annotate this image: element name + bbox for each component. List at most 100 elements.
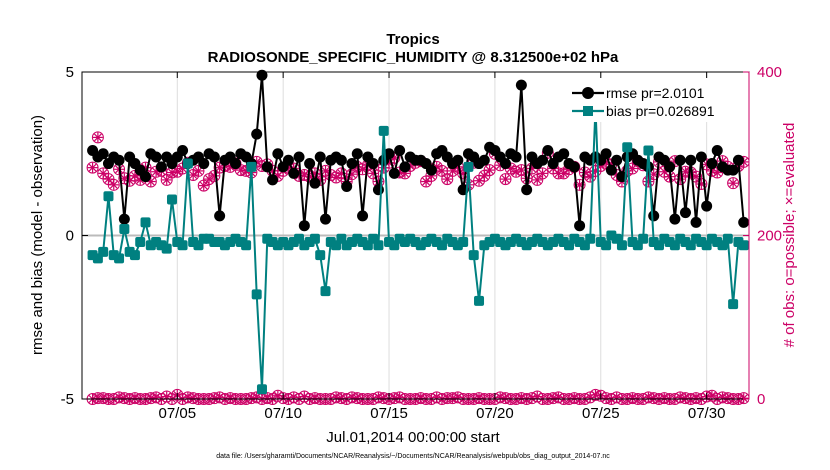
rmse-point (605, 164, 617, 176)
rmse-point (282, 154, 294, 166)
legend: rmse pr=2.0101 bias pr=0.026891 (572, 78, 730, 122)
rmse-point (314, 151, 326, 163)
obs-evaluated-point (193, 165, 204, 176)
rmse-point (600, 148, 612, 160)
obs-evaluated-point (331, 172, 342, 183)
obs-evaluated-point (204, 174, 215, 185)
rmse-point (198, 158, 210, 170)
obs-evaluated-point (532, 174, 543, 185)
bias-point (622, 142, 633, 153)
obs-evaluated-point (92, 132, 103, 143)
obs-evaluated-point (484, 165, 495, 176)
rmse-point (399, 161, 411, 173)
obs-possible-point (695, 177, 708, 190)
rmse-point (230, 158, 242, 170)
rmse-point (293, 151, 305, 163)
x-tick-label: 07/05 (159, 405, 197, 422)
obs-possible-point-low (737, 392, 749, 405)
bias-point (643, 145, 654, 156)
legend-bias-label: bias pr=0.026891 (606, 103, 715, 119)
obs-evaluated-point (161, 174, 172, 185)
obs-possible-point (91, 131, 104, 144)
chart-title: Tropics (386, 31, 439, 48)
obs-possible-point (192, 164, 205, 177)
x-axis-label: Jul.01,2014 00:00:00 start (326, 429, 500, 446)
bias-point (98, 246, 109, 257)
bias-point (135, 237, 146, 248)
rmse-point (357, 210, 369, 222)
rmse-point (510, 151, 522, 163)
obs-evaluated-point (675, 174, 686, 185)
rmse-point (388, 167, 400, 179)
ticks: 07/05 07/10 07/15 07/20 07/25 07/30 -5 0 5 0 200 40… (61, 64, 782, 422)
rmse-point (261, 161, 273, 173)
obs-possible-point (727, 177, 740, 190)
obs-evaluated-point (558, 168, 569, 179)
rmse-point (304, 158, 316, 170)
rmse-point (674, 154, 686, 166)
bias-point (728, 299, 739, 310)
rmse-point (706, 158, 718, 170)
obs-evaluated-point-low (738, 393, 749, 404)
bias-point (309, 233, 320, 244)
bias-point (140, 217, 151, 228)
rmse-point (669, 213, 681, 225)
rmse-point (558, 148, 570, 160)
bias-point (129, 250, 140, 261)
bias-point (468, 250, 479, 261)
rmse-point (701, 200, 713, 212)
chart-subtitle: RADIOSONDE_SPECIFIC_HUMIDITY @ 8.312500e… (208, 49, 619, 66)
y-right-tick-label: 200 (757, 228, 782, 245)
rmse-point (568, 161, 580, 173)
bias-point (256, 384, 267, 395)
obs-possible-point (499, 173, 512, 186)
bias-point (638, 233, 649, 244)
x-tick-label: 07/15 (370, 405, 408, 422)
rmse-point (478, 154, 490, 166)
bias-point (463, 161, 474, 172)
x-tick-label: 07/10 (264, 405, 302, 422)
bias-point (315, 250, 326, 261)
bias-point (474, 295, 485, 306)
rmse-point (335, 154, 347, 166)
rmse-point (685, 154, 697, 166)
rmse-point (251, 128, 263, 140)
bias-point (585, 233, 596, 244)
legend-rmse-label: rmse pr=2.0101 (606, 85, 705, 101)
bias-point (114, 253, 125, 264)
rmse-point (537, 154, 549, 166)
rmse-point (695, 151, 707, 163)
y-right-tick-label: 400 (757, 64, 782, 81)
rmse-point (648, 210, 660, 222)
obs-possible-point (107, 178, 120, 191)
rmse-point (97, 148, 109, 160)
rmse-point (515, 79, 527, 91)
obs-evaluated-point (108, 179, 119, 190)
y-axis-label: rmse and bias (model - observation) (29, 115, 46, 355)
rmse-point (611, 154, 623, 166)
bias-point (378, 125, 389, 136)
bias-point (320, 286, 331, 297)
bias-point (251, 289, 262, 300)
rmse-point (499, 158, 511, 170)
obs-possible-point (573, 178, 586, 191)
rmse-point (341, 180, 353, 192)
rmse-point (425, 164, 437, 176)
rmse-point (732, 154, 744, 166)
x-tick-label: 07/25 (582, 405, 620, 422)
rmse-point (664, 161, 676, 173)
rmse-point (256, 69, 268, 81)
rmse-point (383, 148, 395, 160)
rmse-point (177, 144, 189, 156)
rmse-point (150, 151, 162, 163)
rmse-point (214, 210, 226, 222)
bias-point (161, 243, 172, 254)
rmse-point (542, 144, 554, 156)
rmse-point (298, 220, 310, 232)
rmse-point (679, 207, 691, 219)
obs-possible-point (483, 164, 496, 177)
bias-point (177, 240, 188, 251)
y-tick-label: -5 (61, 391, 74, 408)
